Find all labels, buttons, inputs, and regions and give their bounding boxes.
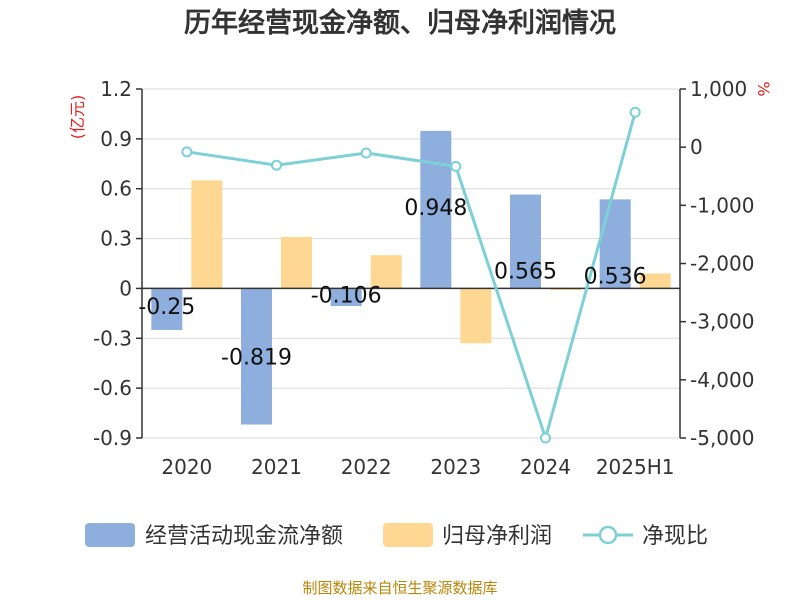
label-layer: -0.25 -0.819 -0.106 0.948 0.565 0.536 — [138, 196, 646, 371]
bar-operating-cash-flow — [151, 288, 183, 330]
point-net-cash-ratio — [271, 159, 282, 171]
bar-net-profit — [460, 288, 492, 344]
y-right-tick-label: -2,000 — [690, 252, 754, 276]
source-note: 制图数据来自恒生聚源数据库 — [302, 579, 497, 597]
legend-label: 净现比 — [642, 524, 708, 549]
bar-net-profit — [550, 288, 581, 291]
data-label-operating-cash-flow: 0.565 — [494, 260, 557, 285]
y-left-tick-label: 0.3 — [100, 227, 132, 251]
point-net-cash-ratio — [540, 432, 551, 444]
legend-swatch — [85, 523, 135, 547]
bar-operating-cash-flow — [330, 288, 362, 307]
legend-label: 经营活动现金流净额 — [145, 524, 343, 549]
axis-layer: 1.2 0.9 0.6 0.3 0 -0.3 -0.6 -0.9 1,000 0 -1,000 -2,… — [68, 77, 773, 479]
bar-operating-cash-flow — [510, 194, 541, 289]
y-right-tick-label: 0 — [690, 135, 703, 159]
point-net-cash-ratio — [181, 146, 193, 158]
chart-title: 历年经营现金净额、归母净利润情况 — [184, 7, 616, 39]
y-left-tick-label: 0 — [119, 276, 132, 300]
x-tick-label: 2024 — [520, 455, 571, 479]
bar-operating-cash-flow — [599, 199, 631, 289]
legend-swatch — [383, 523, 433, 547]
y-left-tick-label: -0.9 — [93, 426, 132, 450]
y-right-tick-label: 1,000 — [690, 77, 747, 101]
y-right-tick-label: -5,000 — [690, 426, 754, 450]
y-right-tick-label: -1,000 — [690, 193, 754, 217]
bar-net-profit — [191, 180, 223, 289]
y-right-unit: % — [754, 81, 773, 96]
data-label-operating-cash-flow: 0.948 — [404, 196, 467, 221]
y-left-tick-label: 0.6 — [100, 177, 132, 201]
x-tick-label: 2020 — [161, 455, 212, 479]
bar-net-profit — [639, 273, 671, 289]
bar-net-profit — [281, 236, 312, 289]
point-net-cash-ratio — [629, 106, 641, 118]
y-left-tick-label: 0.9 — [100, 127, 132, 151]
point-net-cash-ratio — [360, 147, 372, 159]
x-tick-label: 2025H1 — [596, 455, 675, 479]
bar-operating-cash-flow — [420, 130, 452, 289]
y-left-tick-label: -0.3 — [93, 326, 132, 350]
x-tick-label: 2021 — [251, 455, 302, 479]
y-left-tick-label: 1.2 — [100, 77, 132, 101]
x-tick-label: 2022 — [341, 455, 392, 479]
y-left-tick-label: -0.6 — [93, 376, 132, 400]
line-layer — [181, 106, 641, 444]
legend: 经营活动现金流净额 归母净利润 净现比 — [85, 523, 708, 549]
legend-swatch-marker — [598, 525, 618, 545]
y-right-tick-label: -3,000 — [690, 310, 754, 334]
bar-layer — [151, 130, 671, 425]
data-label-operating-cash-flow: -0.106 — [311, 283, 382, 308]
bar-operating-cash-flow — [241, 288, 272, 425]
y-left-unit: (亿元) — [68, 95, 87, 140]
point-net-cash-ratio — [450, 160, 462, 172]
data-label-operating-cash-flow: -0.819 — [221, 346, 292, 371]
x-tick-label: 2023 — [430, 455, 481, 479]
y-right-tick-label: -4,000 — [690, 368, 754, 392]
bar-net-profit — [370, 255, 402, 289]
line-net-cash-ratio — [186, 111, 637, 444]
data-label-operating-cash-flow: -0.25 — [138, 295, 195, 320]
legend-label: 归母净利润 — [442, 524, 552, 549]
data-label-operating-cash-flow: 0.536 — [584, 264, 647, 289]
